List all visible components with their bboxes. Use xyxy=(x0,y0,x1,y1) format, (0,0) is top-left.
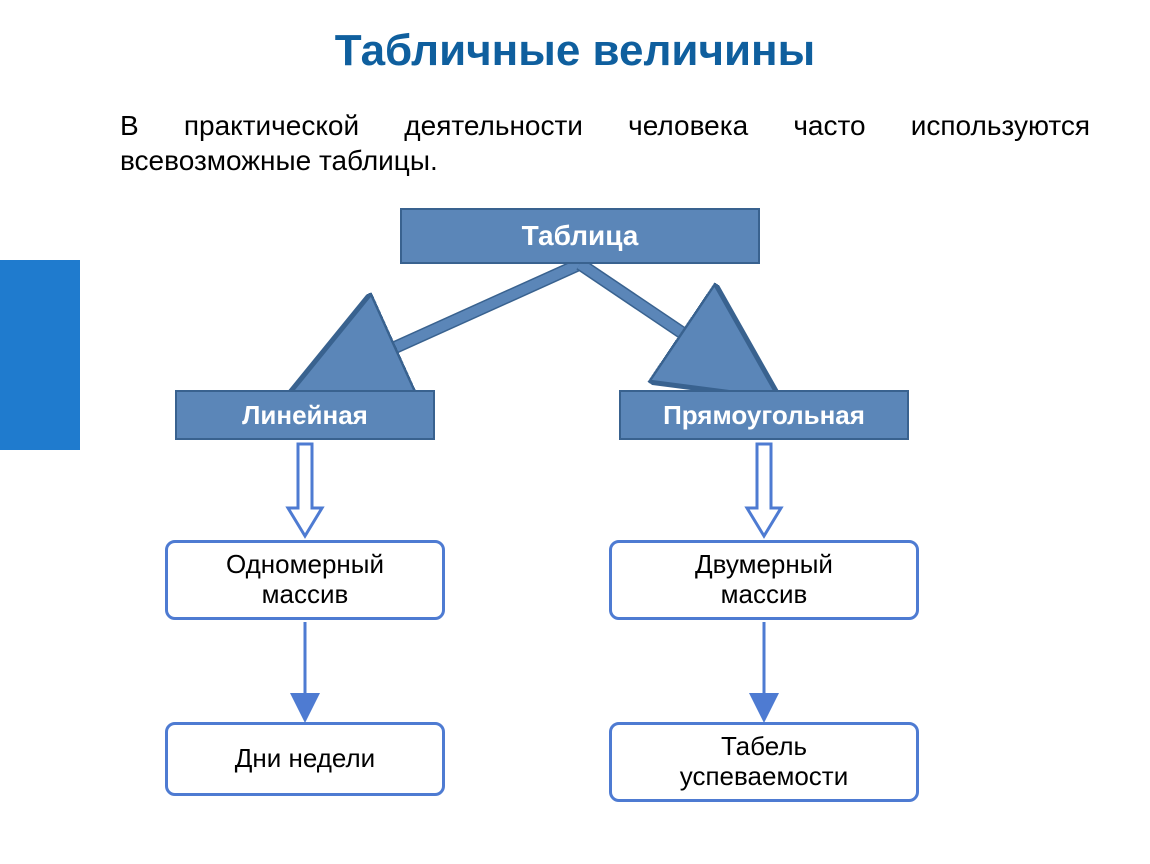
node-right3: Табель успеваемости xyxy=(609,722,919,802)
node-right2: Двумерный массив xyxy=(609,540,919,620)
side-accent-bar xyxy=(0,260,80,450)
node-left3: Дни недели xyxy=(165,722,445,796)
node-left1: Линейная xyxy=(175,390,435,440)
node-right1: Прямоугольная xyxy=(619,390,909,440)
slide-description: В практической деятельности человека час… xyxy=(120,108,1090,178)
slide-title: Табличные величины xyxy=(0,26,1150,76)
node-root: Таблица xyxy=(400,208,760,264)
node-left2: Одномерный массив xyxy=(165,540,445,620)
